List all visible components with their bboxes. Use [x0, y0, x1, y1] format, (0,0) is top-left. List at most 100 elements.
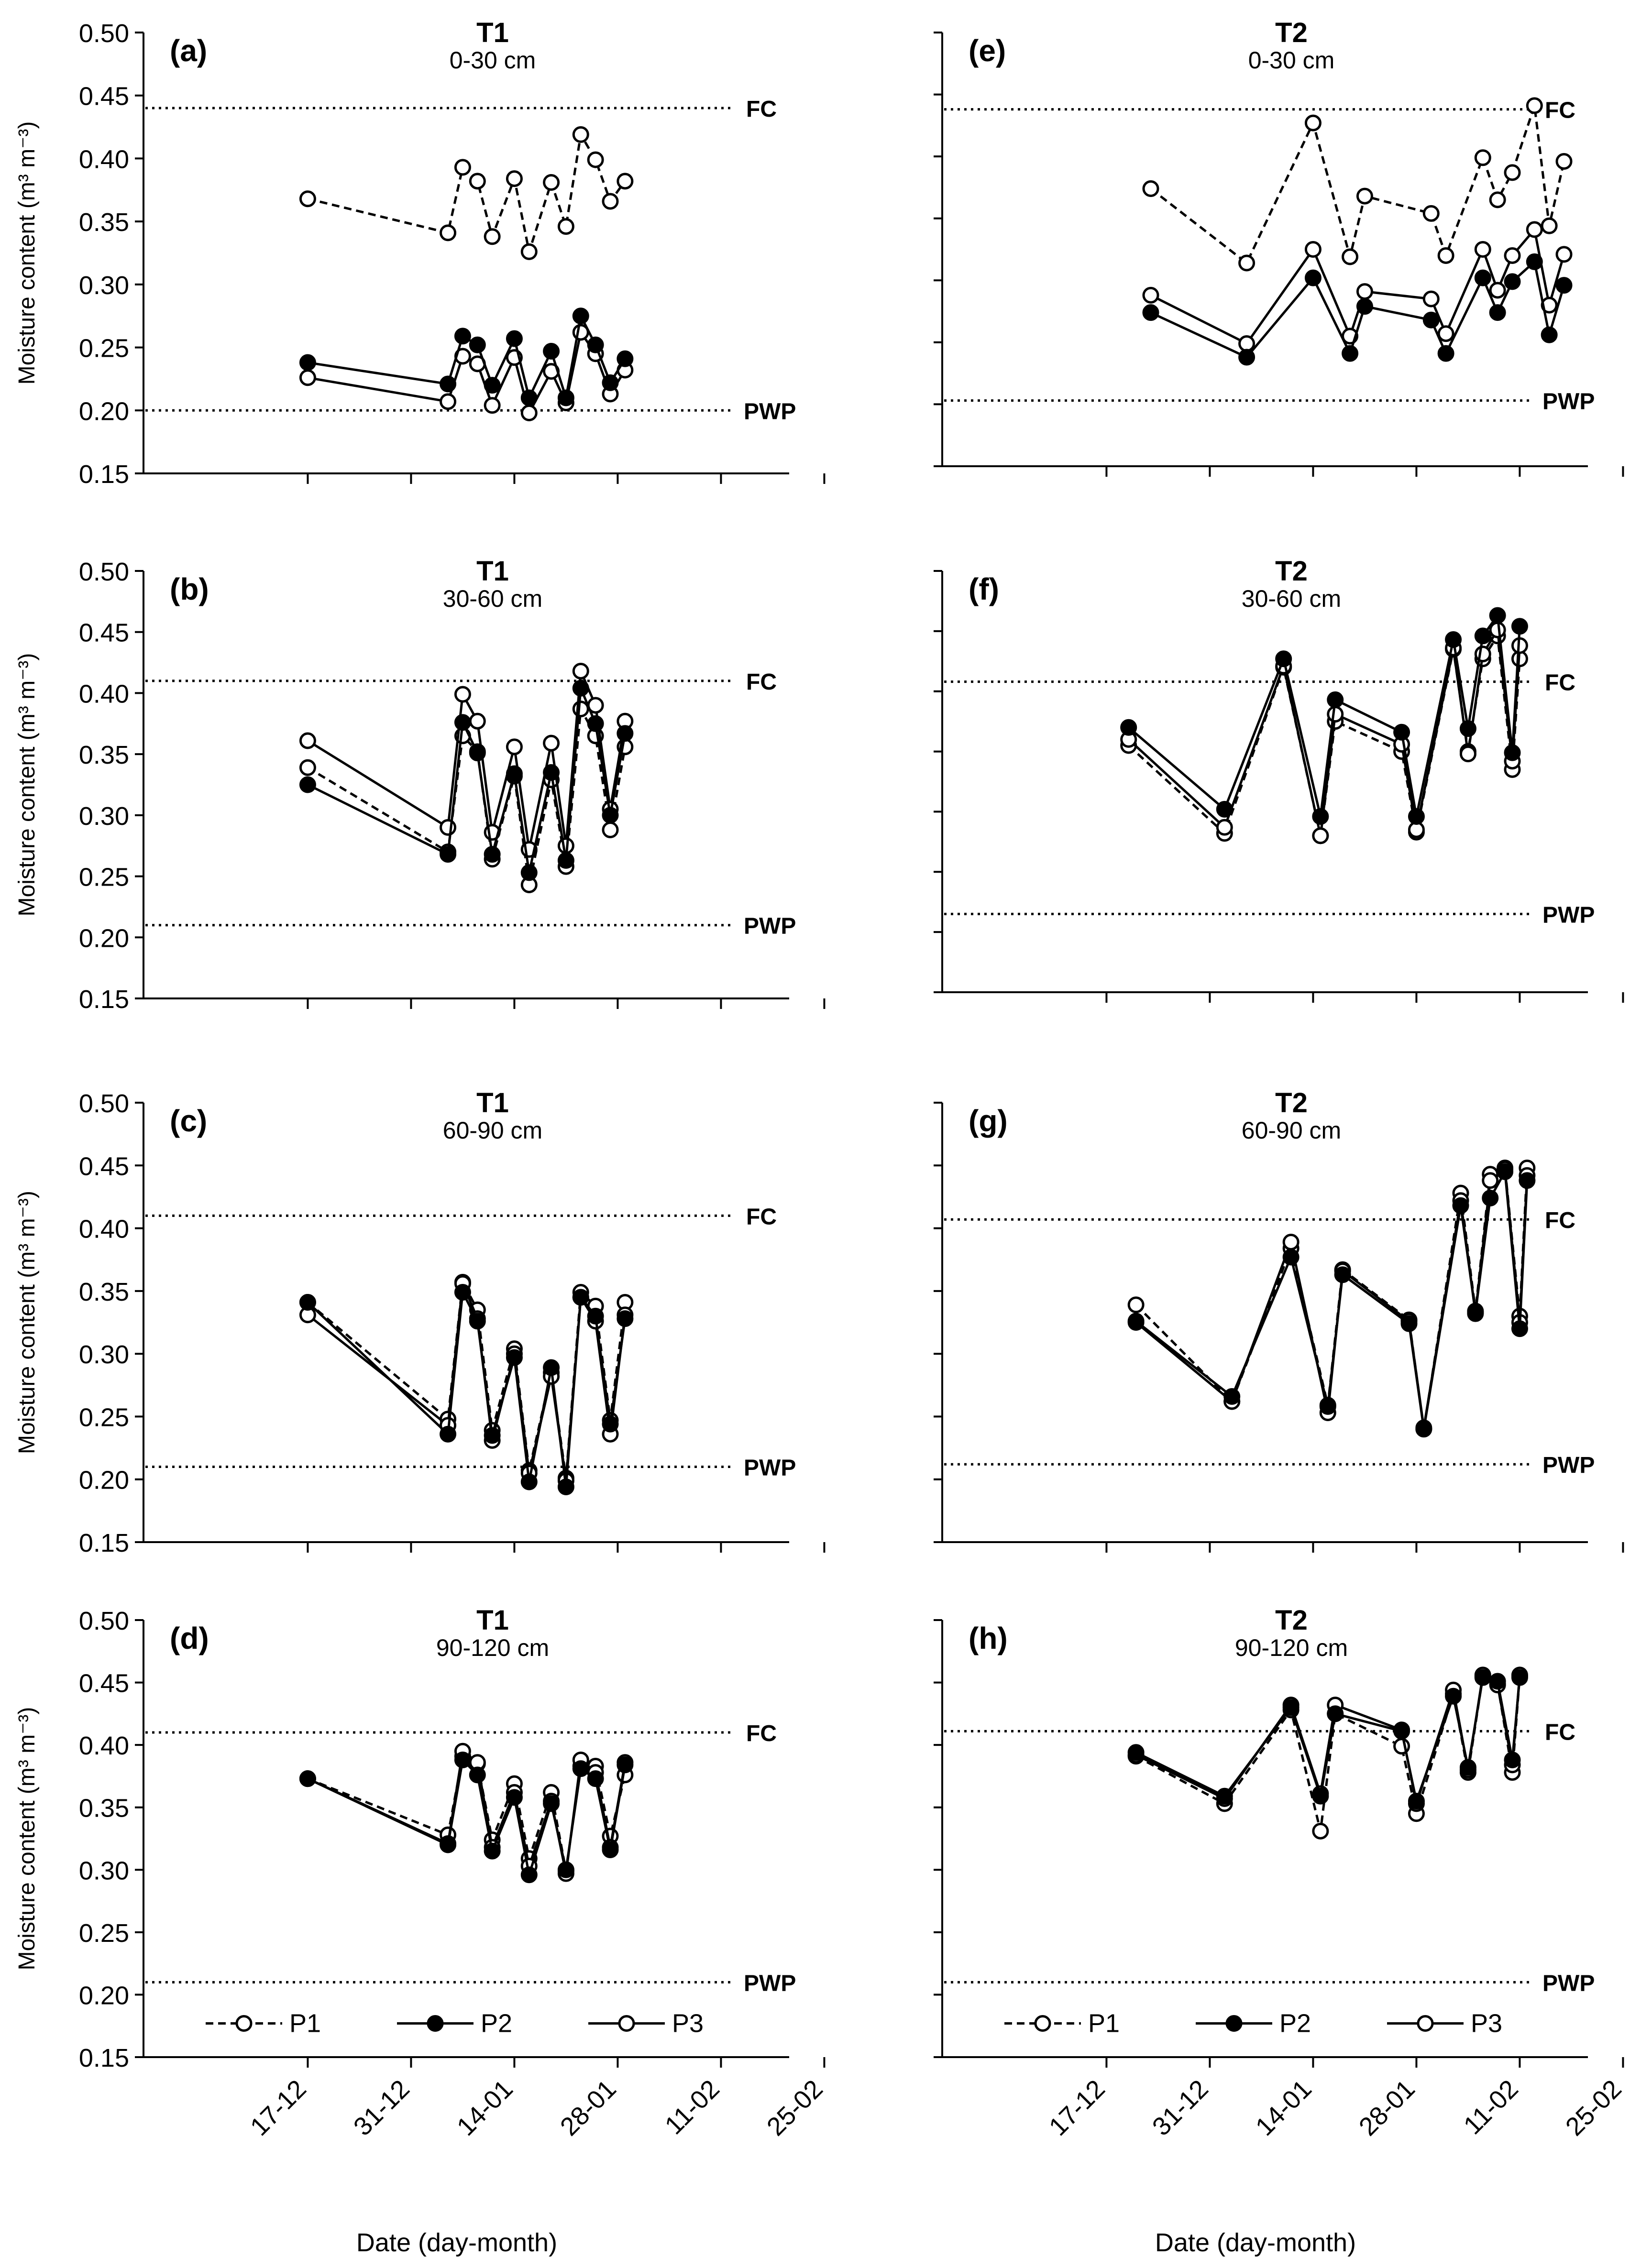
- data-point-p2: [520, 1866, 538, 1884]
- panel-depth-subtitle: 0-30 cm: [1248, 47, 1335, 74]
- data-point-p3: [1216, 819, 1233, 836]
- x-tick-label: 28-01: [555, 2074, 622, 2141]
- y-tick-label: 0.40: [79, 1215, 129, 1244]
- data-point-p2: [1393, 723, 1410, 741]
- data-point-p1: [1142, 180, 1159, 197]
- y-tick-label: 0.15: [79, 460, 129, 489]
- data-point-p2: [1504, 273, 1521, 290]
- data-point-p2: [543, 1795, 560, 1812]
- data-point-p1: [572, 701, 589, 718]
- data-point-p3: [1304, 241, 1322, 258]
- data-point-p1: [557, 218, 574, 235]
- legend-label-p1: P1: [289, 2009, 321, 2038]
- y-tick-label: 0.50: [79, 1607, 129, 1635]
- data-point-p2: [1504, 744, 1521, 761]
- fc-label: FC: [1545, 1208, 1575, 1233]
- data-point-p3: [1474, 646, 1491, 663]
- data-point-p2: [572, 307, 589, 325]
- panel-treatment-title: T2: [1275, 1605, 1308, 1636]
- legend-marker-p1: [1034, 2015, 1051, 2032]
- legend-marker-p2: [427, 2015, 444, 2032]
- data-point-p3: [1474, 241, 1491, 258]
- data-point-p2: [1282, 1699, 1300, 1716]
- data-point-p2: [617, 1756, 634, 1774]
- x-tick-label: 25-02: [1560, 2074, 1627, 2141]
- data-point-p1: [1422, 205, 1440, 222]
- data-point-p2: [1342, 345, 1359, 362]
- data-point-p3: [1312, 827, 1329, 844]
- panel-treatment-title: T2: [1275, 556, 1308, 587]
- data-point-p1: [1526, 97, 1543, 114]
- data-point-p1: [1489, 191, 1506, 208]
- y-tick-label: 0.30: [79, 271, 129, 300]
- pwp-label: PWP: [1542, 389, 1595, 415]
- data-point-p2: [602, 374, 619, 391]
- data-point-p1: [1312, 1822, 1329, 1840]
- data-point-p3: [440, 819, 457, 836]
- data-point-p3: [572, 662, 589, 679]
- data-point-p2: [299, 1770, 316, 1787]
- data-point-p2: [543, 342, 560, 360]
- data-point-p2: [1400, 1315, 1418, 1332]
- data-point-p1: [520, 243, 538, 260]
- data-point-p2: [1216, 800, 1233, 818]
- panel-depth-subtitle: 30-60 cm: [1242, 585, 1341, 612]
- data-point-p2: [1312, 808, 1329, 825]
- data-point-p3: [299, 732, 316, 749]
- data-point-p1: [1127, 1296, 1145, 1314]
- data-point-p3: [520, 405, 538, 422]
- data-point-p2: [1422, 311, 1440, 329]
- data-point-p2: [1393, 1722, 1410, 1740]
- series-line-p3: [307, 329, 627, 416]
- data-point-p2: [1356, 298, 1373, 315]
- y-tick-label: 0.30: [79, 802, 129, 831]
- data-point-p2: [299, 776, 316, 793]
- panel-letter: (h): [969, 1621, 1008, 1655]
- data-point-p2: [484, 377, 501, 394]
- y-tick-label: 0.40: [79, 679, 129, 708]
- data-point-p3: [454, 686, 471, 703]
- y-tick-label: 0.30: [79, 1340, 129, 1369]
- data-point-p1: [602, 193, 619, 210]
- data-point-p2: [1474, 627, 1491, 645]
- data-point-p2: [440, 1425, 457, 1443]
- panel-depth-subtitle: 0-30 cm: [450, 47, 536, 74]
- chart-panel-a: 0.15 0.20 0.25 0.30 0.35 0.40 0.45 0.50 Moisture…: [14, 17, 826, 489]
- data-point-p2: [1142, 304, 1159, 321]
- data-point-p2: [506, 1789, 523, 1806]
- data-point-p2: [1511, 1669, 1528, 1686]
- data-point-p3: [1238, 335, 1256, 352]
- data-point-p2: [506, 765, 523, 782]
- data-point-p2: [469, 745, 486, 762]
- data-point-p3: [299, 369, 316, 386]
- data-point-p1: [1437, 247, 1454, 264]
- panel-depth-subtitle: 60-90 cm: [1242, 1117, 1341, 1144]
- data-point-p1: [587, 151, 604, 168]
- data-point-p3: [506, 738, 523, 756]
- panel-letter: (f): [969, 572, 999, 606]
- data-point-p1: [1238, 254, 1256, 272]
- data-point-p2: [1408, 1793, 1425, 1810]
- data-point-p1: [299, 759, 316, 776]
- data-point-p3: [1482, 1172, 1499, 1189]
- data-point-p2: [1282, 1249, 1300, 1266]
- data-point-p2: [543, 764, 560, 781]
- legend-marker-p3: [1417, 2015, 1434, 2032]
- data-point-p3: [1459, 745, 1476, 763]
- data-point-p3: [1437, 325, 1454, 342]
- data-point-p2: [1238, 349, 1256, 366]
- panel-treatment-title: T1: [476, 17, 509, 48]
- data-point-p2: [1497, 1163, 1514, 1180]
- y-tick-label: 0.30: [79, 1856, 129, 1885]
- y-tick-label: 0.45: [79, 619, 129, 647]
- y-tick-label: 0.25: [79, 863, 129, 892]
- y-tick-label: 0.50: [79, 19, 129, 48]
- data-point-p2: [484, 1842, 501, 1860]
- panel-depth-subtitle: 90-120 cm: [436, 1634, 549, 1661]
- chart-panel-c: 0.15 0.20 0.25 0.30 0.35 0.40 0.45 0.50 Moisture…: [14, 1087, 826, 1557]
- fc-label: FC: [746, 97, 777, 122]
- data-point-p1: [617, 173, 634, 190]
- data-point-p1: [1541, 217, 1558, 234]
- data-point-p2: [1467, 1304, 1484, 1321]
